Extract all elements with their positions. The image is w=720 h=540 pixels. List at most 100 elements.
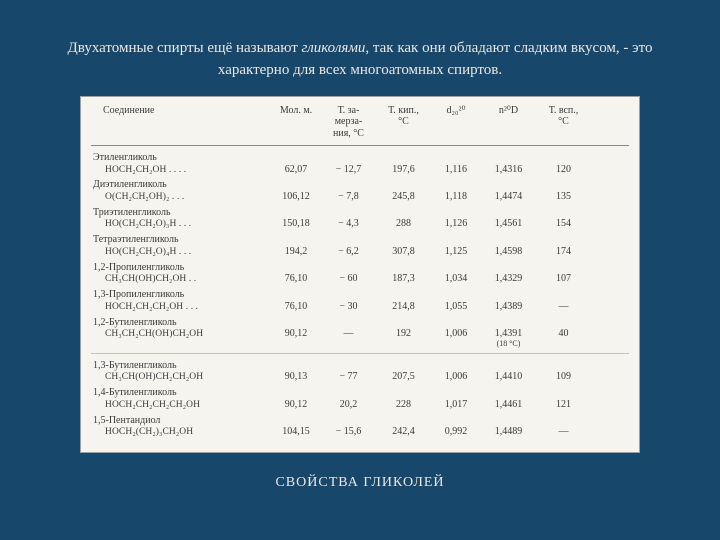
intro-paragraph: Двухатомные спирты ещё называют гликолям… <box>0 0 720 82</box>
table-body: ЭтиленгликольHOCH₂CH₂OH . . . .62,07− 12… <box>91 152 629 438</box>
cell: 187,3 <box>376 273 431 285</box>
compound-name: 1,3-Пропиленгликоль <box>91 289 629 301</box>
cell: 76,10 <box>271 301 321 313</box>
table-row: 1,4-БутиленгликольHOCH₂CH₂CH₂CH₂OH90,122… <box>91 387 629 410</box>
cell: 154 <box>536 218 591 230</box>
compound-formula: HOCH₂CH₂OH . . . . <box>91 165 271 176</box>
cell: − 6,2 <box>321 246 376 258</box>
compound-name: Этиленгликоль <box>91 152 629 164</box>
cell: 1,118 <box>431 191 481 203</box>
col-n: n²⁰D <box>481 105 536 140</box>
cell: 104,15 <box>271 426 321 438</box>
cell: − 60 <box>321 273 376 285</box>
cell: 0,992 <box>431 426 481 438</box>
cell: 194,2 <box>271 246 321 258</box>
compound-formula: O(CH₂CH₂OH)₂ . . . <box>91 192 271 203</box>
table-row: 1,2-БутиленгликольCH₃CH₂CH(OH)CH₂OH90,12… <box>91 317 629 348</box>
cell: 1,017 <box>431 399 481 411</box>
compound-name: Триэтиленгликоль <box>91 207 629 219</box>
cell: 1,006 <box>431 371 481 383</box>
compound-name: Тетраэтиленгликоль <box>91 234 629 246</box>
cell: 1,4316 <box>481 164 536 176</box>
table-row: 1,3-ПропиленгликольHOCH₂CH₂CH₂OH . . .76… <box>91 289 629 312</box>
cell: 150,18 <box>271 218 321 230</box>
compound-formula: CH₃CH(OH)CH₂OH . . <box>91 274 271 285</box>
cell: 106,12 <box>271 191 321 203</box>
cell: 20,2 <box>321 399 376 411</box>
cell: 214,8 <box>376 301 431 313</box>
compound-data-row: HOCH₂CH₂CH₂CH₂OH90,1220,22281,0171,44611… <box>91 399 629 411</box>
compound-data-row: O(CH₂CH₂OH)₂ . . .106,12− 7,8245,81,1181… <box>91 191 629 203</box>
table-header-row: Соединение Мол. м. Т. за- мерза- ния, °С… <box>91 105 629 147</box>
table-row: 1,3-БутиленгликольCH₃CH(OH)CH₂CH₂OH90,13… <box>91 360 629 383</box>
col-compound: Соединение <box>91 105 271 140</box>
cell: 192 <box>376 328 431 340</box>
compound-data-row: HOCH₂CH₂OH . . . .62,07− 12,7197,61,1161… <box>91 164 629 176</box>
cell: 90,13 <box>271 371 321 383</box>
col-boil: Т. кип., °С <box>376 105 431 140</box>
compound-name: 1,2-Бутиленгликоль <box>91 317 629 329</box>
cell: 76,10 <box>271 273 321 285</box>
cell: — <box>536 301 591 313</box>
cell: 40 <box>536 328 591 340</box>
cell: 135 <box>536 191 591 203</box>
cell: 245,8 <box>376 191 431 203</box>
compound-formula: HO(CH₂CH₂O)₃H . . . <box>91 219 271 230</box>
table-row: ДиэтиленгликольO(CH₂CH₂OH)₂ . . .106,12−… <box>91 179 629 202</box>
compound-name: 1,3-Бутиленгликоль <box>91 360 629 372</box>
cell: 121 <box>536 399 591 411</box>
table-row: ТетраэтиленгликольHO(CH₂CH₂O)₄H . . .194… <box>91 234 629 257</box>
compound-name: Диэтиленгликоль <box>91 179 629 191</box>
cell: 90,12 <box>271 328 321 340</box>
compound-data-row: HOCH₂CH₂CH₂OH . . .76,10− 30214,81,0551,… <box>91 301 629 313</box>
cell: 1,4389 <box>481 301 536 313</box>
intro-text-a: Двухатомные спирты ещё называют <box>68 40 302 56</box>
compound-formula: CH₃CH(OH)CH₂CH₂OH <box>91 372 271 383</box>
cell: — <box>536 426 591 438</box>
compound-formula: CH₃CH₂CH(OH)CH₂OH <box>91 329 271 340</box>
cell: 120 <box>536 164 591 176</box>
compound-name: 1,2-Пропиленгликоль <box>91 262 629 274</box>
compound-formula: HO(CH₂CH₂O)₄H . . . <box>91 247 271 258</box>
cell: 307,8 <box>376 246 431 258</box>
table-row: ТриэтиленгликольHO(CH₂CH₂O)₃H . . .150,1… <box>91 207 629 230</box>
compound-data-row: HO(CH₂CH₂O)₃H . . .150,18− 4,32881,1261,… <box>91 218 629 230</box>
col-freeze: Т. за- мерза- ния, °С <box>321 105 376 140</box>
compound-formula: HOCH₂CH₂CH₂OH . . . <box>91 302 271 313</box>
cell: − 4,3 <box>321 218 376 230</box>
compound-formula: HOCH₂(CH₂)₃CH₂OH <box>91 427 271 438</box>
cell: 1,4329 <box>481 273 536 285</box>
cell: 90,12 <box>271 399 321 411</box>
compound-data-row: HOCH₂(CH₂)₃CH₂OH104,15− 15,6242,40,9921,… <box>91 426 629 438</box>
cell: 197,6 <box>376 164 431 176</box>
cell: 228 <box>376 399 431 411</box>
table-caption: СВОЙСТВА ГЛИКОЛЕЙ <box>0 475 720 491</box>
cell: 242,4 <box>376 426 431 438</box>
cell: — <box>321 328 376 340</box>
table-frame: Соединение Мол. м. Т. за- мерза- ния, °С… <box>80 96 640 453</box>
cell: 1,126 <box>431 218 481 230</box>
table-separator <box>91 353 629 354</box>
cell: 1,4561 <box>481 218 536 230</box>
cell: − 30 <box>321 301 376 313</box>
compound-name: 1,5-Пентандиол <box>91 415 629 427</box>
cell: 1,055 <box>431 301 481 313</box>
table-row: 1,5-ПентандиолHOCH₂(CH₂)₃CH₂OH104,15− 15… <box>91 415 629 438</box>
intro-italic: гликолями <box>302 40 366 56</box>
cell: 62,07 <box>271 164 321 176</box>
compound-data-row: CH₃CH(OH)CH₂CH₂OH90,13− 77207,51,0061,44… <box>91 371 629 383</box>
cell: 1,034 <box>431 273 481 285</box>
compound-data-row: HO(CH₂CH₂O)₄H . . .194,2− 6,2307,81,1251… <box>91 246 629 258</box>
cell: 1,125 <box>431 246 481 258</box>
cell: 1,4391(18 °С) <box>481 328 536 348</box>
cell: 1,4461 <box>481 399 536 411</box>
cell: 1,116 <box>431 164 481 176</box>
compound-data-row: CH₃CH(OH)CH₂OH . .76,10− 60187,31,0341,4… <box>91 273 629 285</box>
cell: − 15,6 <box>321 426 376 438</box>
cell: 1,4489 <box>481 426 536 438</box>
cell: 109 <box>536 371 591 383</box>
table-row: ЭтиленгликольHOCH₂CH₂OH . . . .62,07− 12… <box>91 152 629 175</box>
cell: − 77 <box>321 371 376 383</box>
cell: − 12,7 <box>321 164 376 176</box>
cell: 288 <box>376 218 431 230</box>
